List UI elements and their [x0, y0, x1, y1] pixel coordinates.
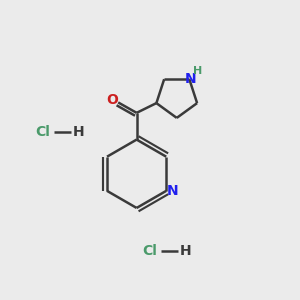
Text: Cl: Cl — [36, 125, 50, 139]
Text: N: N — [167, 184, 178, 198]
Text: N: N — [185, 72, 196, 86]
Text: O: O — [106, 93, 118, 107]
Text: H: H — [179, 244, 191, 258]
Text: Cl: Cl — [142, 244, 158, 258]
Text: H: H — [193, 66, 202, 76]
Text: H: H — [72, 125, 84, 139]
